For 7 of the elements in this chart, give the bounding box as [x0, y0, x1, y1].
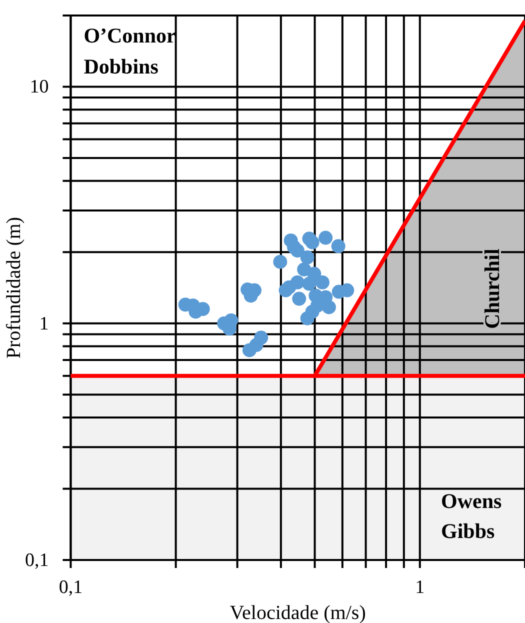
- y-tick-label: 10: [30, 76, 49, 98]
- band-label: Owens Gibbs: [441, 489, 502, 543]
- y-axis-title: Profundidade (m): [3, 216, 25, 359]
- x-axis-title: Velocidade (m/s): [230, 602, 366, 623]
- annotation: O’Connor Dobbins: [84, 24, 176, 78]
- y-tick-label: 1: [39, 313, 49, 334]
- y-tick-label: 0,1: [24, 550, 49, 571]
